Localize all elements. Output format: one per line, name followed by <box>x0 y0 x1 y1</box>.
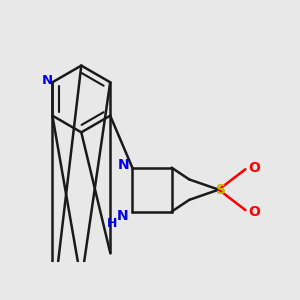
Text: H: H <box>107 217 117 230</box>
Text: N: N <box>117 209 128 223</box>
Text: N: N <box>118 158 130 172</box>
Text: O: O <box>248 161 260 175</box>
Text: O: O <box>248 205 260 219</box>
Text: N: N <box>42 74 53 87</box>
Text: S: S <box>216 183 226 197</box>
